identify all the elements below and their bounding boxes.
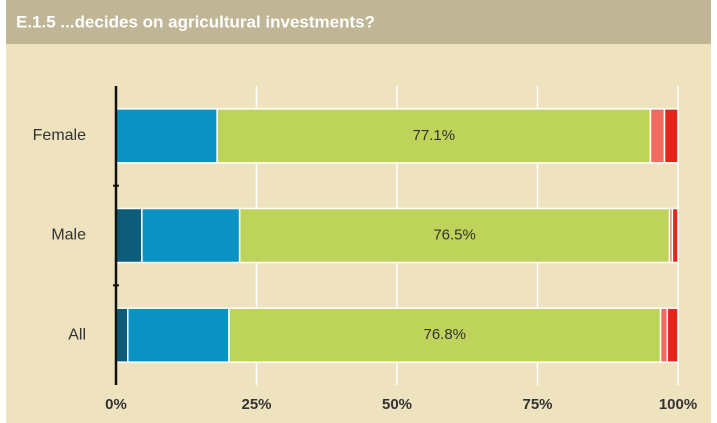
value-label: 76.8% bbox=[423, 326, 466, 343]
y-tick-label: Male bbox=[51, 227, 86, 244]
y-tick-label: All bbox=[68, 326, 86, 343]
x-tick-label: 100% bbox=[659, 396, 697, 413]
bar-segment bbox=[238, 207, 671, 264]
bar-segment bbox=[649, 108, 666, 164]
bar-segment bbox=[216, 108, 652, 164]
bar-segment bbox=[115, 307, 129, 363]
bar-segment bbox=[127, 307, 230, 363]
bar-segment bbox=[115, 207, 143, 264]
x-tick-label: 50% bbox=[382, 396, 412, 413]
bar-segment bbox=[115, 108, 218, 164]
bar-segment bbox=[659, 307, 669, 363]
bar-segment bbox=[671, 207, 679, 264]
bar-segment bbox=[228, 307, 662, 363]
bar-segment bbox=[141, 207, 241, 264]
chart-title: E.1.5 ...decides on agricultural investm… bbox=[16, 12, 375, 31]
x-tick-label: 25% bbox=[241, 396, 271, 413]
value-label: 77.1% bbox=[413, 127, 456, 144]
x-tick-label: 0% bbox=[105, 396, 127, 413]
bar-segment bbox=[663, 108, 679, 164]
value-label: 76.5% bbox=[433, 226, 476, 243]
x-tick-label: 75% bbox=[522, 396, 552, 413]
header bbox=[6, 0, 711, 44]
bar-segment bbox=[666, 307, 679, 363]
y-tick-label: Female bbox=[33, 127, 86, 144]
